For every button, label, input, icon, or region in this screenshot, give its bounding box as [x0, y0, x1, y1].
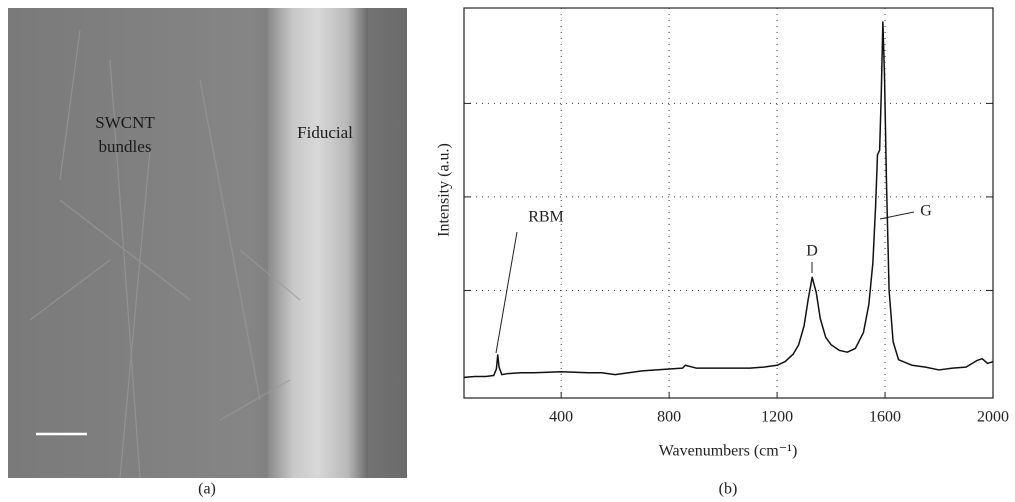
x-axis-label: Wavenumbers (cm⁻¹) [659, 443, 798, 460]
x-tick-label: 1200 [761, 409, 793, 426]
annotation-leader [879, 211, 915, 220]
sem-image: SWCNT bundles Fiducial [8, 8, 407, 479]
image-label: Fiducial [297, 123, 353, 142]
annotation: D [806, 243, 818, 260]
y-axis-label: Intensity (a.u.) [436, 143, 453, 237]
image-label: SWCNT [95, 113, 155, 132]
x-tick-label: 800 [657, 409, 681, 426]
x-tick-label: 2000 [977, 409, 1009, 426]
panel-caption: (b) [719, 481, 738, 498]
annotation: RBM [528, 209, 564, 226]
x-tick-label: 400 [549, 409, 573, 426]
annotation-leader [495, 231, 518, 354]
annotation: G [920, 203, 932, 220]
nanotube-strands [29, 29, 301, 479]
spectrum-line [463, 21, 994, 379]
x-tick-label: 1600 [869, 409, 901, 426]
plot-frame [463, 7, 994, 399]
image-label: bundles [99, 137, 152, 156]
panel-caption: (a) [198, 481, 216, 498]
fiducial-strip [268, 8, 368, 478]
